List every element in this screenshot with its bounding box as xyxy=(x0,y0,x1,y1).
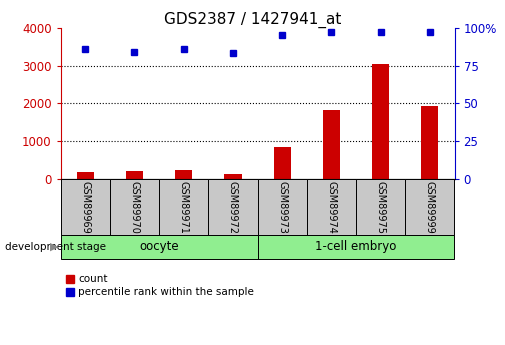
Bar xyxy=(421,106,438,179)
Bar xyxy=(61,179,110,235)
Text: GSM89970: GSM89970 xyxy=(129,180,139,233)
Bar xyxy=(110,179,159,235)
Text: GDS2387 / 1427941_at: GDS2387 / 1427941_at xyxy=(164,12,341,28)
Text: ▶: ▶ xyxy=(49,242,58,252)
Bar xyxy=(224,174,241,179)
Bar xyxy=(274,147,291,179)
Bar xyxy=(323,110,340,179)
Text: GSM89975: GSM89975 xyxy=(376,180,386,234)
Bar xyxy=(175,170,192,179)
Bar xyxy=(405,179,455,235)
Bar xyxy=(307,179,356,235)
Bar xyxy=(208,179,258,235)
Bar xyxy=(258,179,307,235)
Bar xyxy=(126,171,143,179)
Bar xyxy=(372,63,389,179)
Legend: count, percentile rank within the sample: count, percentile rank within the sample xyxy=(66,274,254,297)
Text: GSM89973: GSM89973 xyxy=(277,180,287,233)
Bar xyxy=(356,179,405,235)
Text: GSM89974: GSM89974 xyxy=(326,180,336,233)
Text: GSM89972: GSM89972 xyxy=(228,180,238,234)
Bar xyxy=(77,172,94,179)
Text: GSM89999: GSM89999 xyxy=(425,180,435,233)
Text: development stage: development stage xyxy=(5,242,106,252)
Text: GSM89971: GSM89971 xyxy=(179,180,189,233)
Bar xyxy=(258,235,454,259)
Text: 1-cell embryo: 1-cell embryo xyxy=(315,240,397,253)
Text: oocyte: oocyte xyxy=(139,240,179,253)
Bar xyxy=(159,179,208,235)
Text: GSM89969: GSM89969 xyxy=(80,180,90,233)
Bar xyxy=(61,235,258,259)
